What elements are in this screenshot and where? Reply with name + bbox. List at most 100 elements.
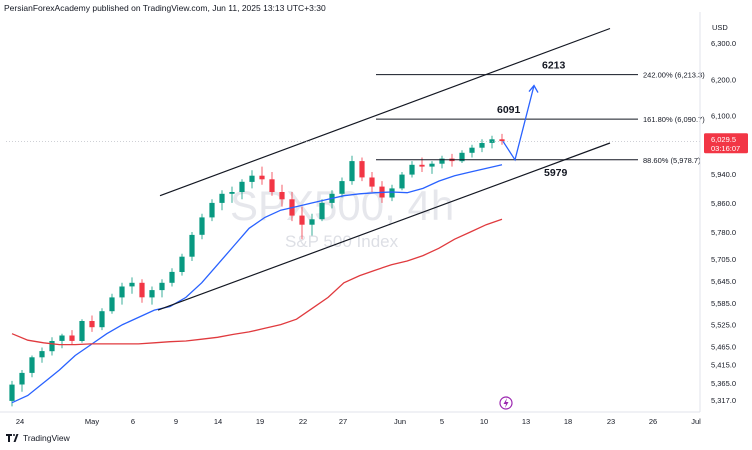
candle [69, 330, 75, 345]
price-tick-label: 5,465.0 [711, 342, 736, 351]
last-price-value: 6,029.5 [711, 135, 736, 144]
candle [479, 139, 485, 153]
time-tick-label: 19 [256, 417, 264, 426]
lightning-bolt-icon[interactable] [499, 396, 513, 410]
candle [359, 157, 365, 182]
time-tick-label: Jun [394, 417, 406, 426]
candle [119, 282, 125, 305]
candle [149, 286, 155, 305]
price-tick-label: 5,585.0 [711, 299, 736, 308]
price-tick-label: 6,200.0 [711, 75, 736, 84]
price-tick-label: 6,100.0 [711, 112, 736, 121]
candle [269, 172, 275, 196]
candlesticks [9, 133, 505, 407]
target-annotation: 6091 [497, 104, 521, 116]
price-tick-label: 5,860.0 [711, 199, 736, 208]
candle [389, 184, 395, 202]
time-tick-label: 22 [299, 417, 307, 426]
time-tick-label: 24 [16, 417, 24, 426]
candle [139, 279, 145, 303]
price-tick-label: 5,415.0 [711, 361, 736, 370]
channel-upper-line[interactable] [159, 27, 611, 197]
candle [59, 333, 65, 349]
candle [239, 179, 245, 200]
candle [409, 161, 415, 178]
channel-lower-line[interactable] [157, 142, 611, 311]
fib-level-label: 88.60% (5,978.7) [643, 156, 701, 165]
tradingview-logo-icon [6, 434, 20, 442]
candle [89, 315, 95, 332]
footer: TradingView [6, 433, 70, 443]
time-tick-label: 9 [174, 417, 178, 426]
candle [229, 186, 235, 203]
candle [339, 177, 345, 198]
price-tick-label: 5,365.0 [711, 379, 736, 388]
moving-averages [11, 164, 503, 404]
candle [319, 199, 325, 222]
candle [349, 155, 355, 185]
time-tick-label: 27 [339, 417, 347, 426]
last-price-countdown: 03:16:07 [711, 144, 740, 153]
time-axis: 24 May 6 9 14 19 22 27 Jun 5 10 13 18 23 26 Jul [16, 417, 701, 426]
ma-fast-line [11, 164, 503, 404]
candle [109, 293, 115, 314]
candle [429, 161, 435, 174]
trend-channel [157, 27, 611, 311]
time-tick-label: 5 [440, 417, 444, 426]
candle [19, 370, 25, 392]
time-tick-label: 18 [564, 417, 572, 426]
price-tick-label: 6,300.0 [711, 39, 736, 48]
target-annotation: 5979 [544, 167, 568, 179]
candle [279, 184, 285, 207]
candle [39, 347, 45, 363]
candle [309, 213, 315, 236]
candle [439, 155, 445, 169]
fib-level-label: 242.00% (6,213.3) [643, 71, 705, 80]
projection-path[interactable] [502, 85, 535, 162]
publisher-line: PersianForexAcademy published on Trading… [4, 3, 326, 13]
projection-arrow [502, 84, 539, 162]
candle [79, 319, 85, 343]
ma-slow-line [11, 218, 503, 346]
candle [129, 277, 135, 294]
fib-level-label: 161.80% (6,090.7) [643, 115, 705, 124]
time-tick-label: 13 [522, 417, 530, 426]
candle [249, 170, 255, 189]
candle [209, 199, 215, 222]
watermark-name: S&P 500 Index [285, 232, 399, 251]
candle [259, 166, 265, 185]
candle [189, 232, 195, 261]
candle [489, 135, 495, 149]
time-tick-label: May [85, 417, 99, 426]
tradingview-brand: TradingView [23, 433, 70, 443]
currency-label: USD [712, 23, 728, 32]
time-tick-label: 26 [649, 417, 657, 426]
price-tick-label: 5,705.0 [711, 255, 736, 264]
time-tick-label: 14 [214, 417, 222, 426]
price-tick-label: 5,940.0 [711, 170, 736, 179]
candle [49, 337, 55, 356]
candle [399, 172, 405, 191]
candle [469, 144, 475, 158]
time-tick-label: 10 [480, 417, 488, 426]
candle [159, 279, 165, 298]
last-price-tag: 6,029.503:16:07 [704, 133, 748, 154]
candle [199, 213, 205, 240]
candle [99, 308, 105, 331]
candle [179, 253, 185, 276]
price-axis: 6,300.0 6,200.0 6,100.0 5,940.0 5,860.0 5,780… [711, 39, 736, 405]
target-annotation: 6213 [542, 60, 566, 72]
price-tick-label: 5,780.0 [711, 228, 736, 237]
candle [29, 355, 35, 378]
candle [219, 190, 225, 211]
time-tick-label: 6 [131, 417, 135, 426]
price-tick-label: 5,525.0 [711, 321, 736, 330]
price-tick-label: 5,645.0 [711, 277, 736, 286]
arrow-head [528, 84, 539, 93]
candle [459, 150, 465, 163]
candle [499, 133, 505, 145]
candle [299, 206, 305, 240]
fib-levels: 242.00% (6,213.3) 161.80% (6,090.7) 88.60%… [6, 60, 705, 179]
price-tick-label: 5,317.0 [711, 396, 736, 405]
